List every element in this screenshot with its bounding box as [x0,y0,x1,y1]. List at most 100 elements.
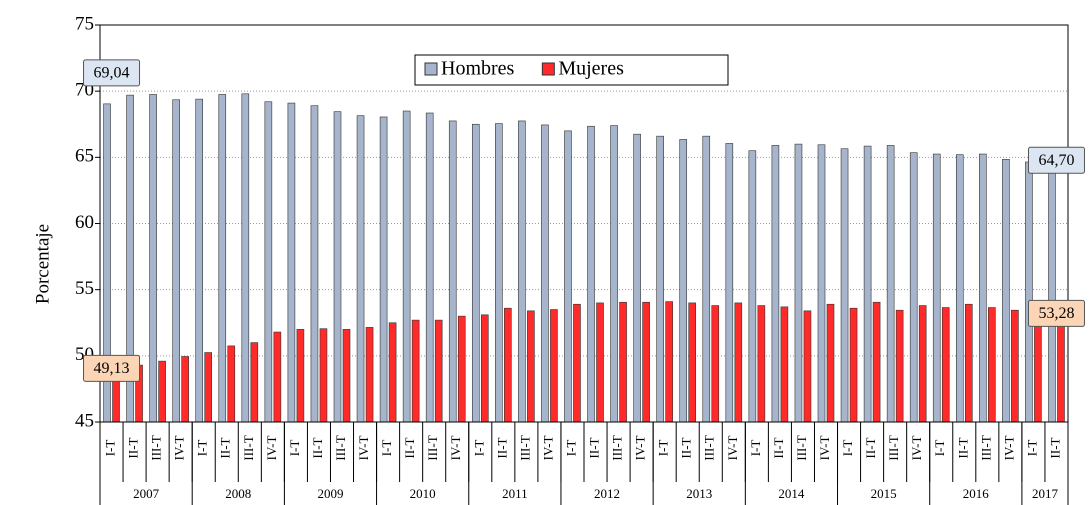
x-tick-label: I-T [563,440,578,457]
value-label-box [83,59,141,87]
legend-label: Hombres [441,58,515,80]
bar [550,309,558,423]
group-label: 2007 [133,486,160,501]
value-label: 64,70 [1038,152,1074,169]
bar [688,302,697,423]
bar [181,356,189,423]
bar [411,319,420,423]
bar [342,329,351,423]
bar [633,133,641,423]
bar [504,307,512,423]
x-tick-label: IV-T [1001,436,1016,461]
bar [596,302,604,423]
bar [564,130,572,423]
bar [748,150,757,423]
x-tick-label: II-T [310,437,325,458]
bar [849,307,858,423]
x-tick-label: II-T [1047,437,1062,458]
bar [448,120,457,423]
y-tick-label: 45 [75,410,94,431]
x-tick-label: II-T [126,437,141,458]
bar [619,301,627,423]
bar [725,143,734,423]
bar [918,305,927,423]
x-tick-label: III-T [425,435,440,460]
bar [702,135,711,423]
bar [1048,161,1056,423]
y-axis-label: Porcentaje [32,224,53,304]
x-tick-label: III-T [149,435,164,460]
x-tick-label: IV-T [909,436,924,461]
x-tick-label: III-T [702,435,717,460]
value-label-box [1027,299,1085,327]
bar [273,331,282,423]
bar [379,116,388,423]
bar [941,307,950,423]
bar [296,329,305,423]
x-tick-label: I-T [1024,440,1039,457]
bar [172,99,180,423]
value-label-box [1027,146,1085,174]
legend-swatch [424,62,438,76]
x-tick-label: IV-T [172,436,187,461]
x-tick-label: II-T [218,437,233,458]
bar [204,352,213,423]
bar [227,345,236,423]
bar [310,105,319,423]
bar [480,314,489,423]
bar [425,112,434,423]
x-tick-label: IV-T [540,436,555,461]
bar [402,110,411,423]
bar [388,322,397,423]
bar [665,301,673,423]
bar [250,342,259,423]
legend-swatch [541,62,555,76]
bar [840,148,849,423]
x-tick-label: IV-T [817,436,832,461]
bar [656,135,664,423]
x-tick-label: III-T [978,435,993,460]
bar [1025,161,1033,423]
bar [679,139,688,423]
value-label: 53,28 [1038,305,1074,322]
group-label: 2009 [317,486,343,501]
bar [287,102,296,423]
bar [1034,311,1042,423]
bar [794,143,803,423]
bar [932,153,941,423]
bar [573,303,581,423]
x-tick-label: II-T [587,437,602,458]
bar [471,123,480,423]
bar [587,125,595,423]
bar [149,94,157,423]
y-tick-label: 60 [75,212,94,233]
legend-box [414,54,729,86]
x-tick-label: II-T [771,437,786,458]
x-tick-label: I-T [471,440,486,457]
value-label: 49,13 [94,360,130,377]
y-tick-label: 55 [75,278,94,299]
x-tick-label: I-T [195,440,210,457]
bar [826,303,835,423]
x-tick-label: I-T [748,440,763,457]
x-tick-label: III-T [241,435,256,460]
x-tick-label: III-T [794,435,809,460]
bar [964,303,973,423]
x-tick-label: III-T [333,435,348,460]
x-tick-label: IV-T [448,436,463,461]
bar [1011,309,1019,423]
x-tick-label: II-T [863,437,878,458]
bar [541,124,549,423]
y-tick-label: 75 [75,13,94,34]
group-label: 2012 [594,486,620,501]
bar [895,309,904,423]
bar [218,94,227,423]
x-tick-label: II-T [494,437,509,458]
bar [734,302,743,423]
bar [241,93,250,423]
bar [495,123,503,423]
x-tick-label: I-T [656,440,671,457]
x-tick-label: IV-T [264,436,279,461]
bar [1002,159,1010,423]
